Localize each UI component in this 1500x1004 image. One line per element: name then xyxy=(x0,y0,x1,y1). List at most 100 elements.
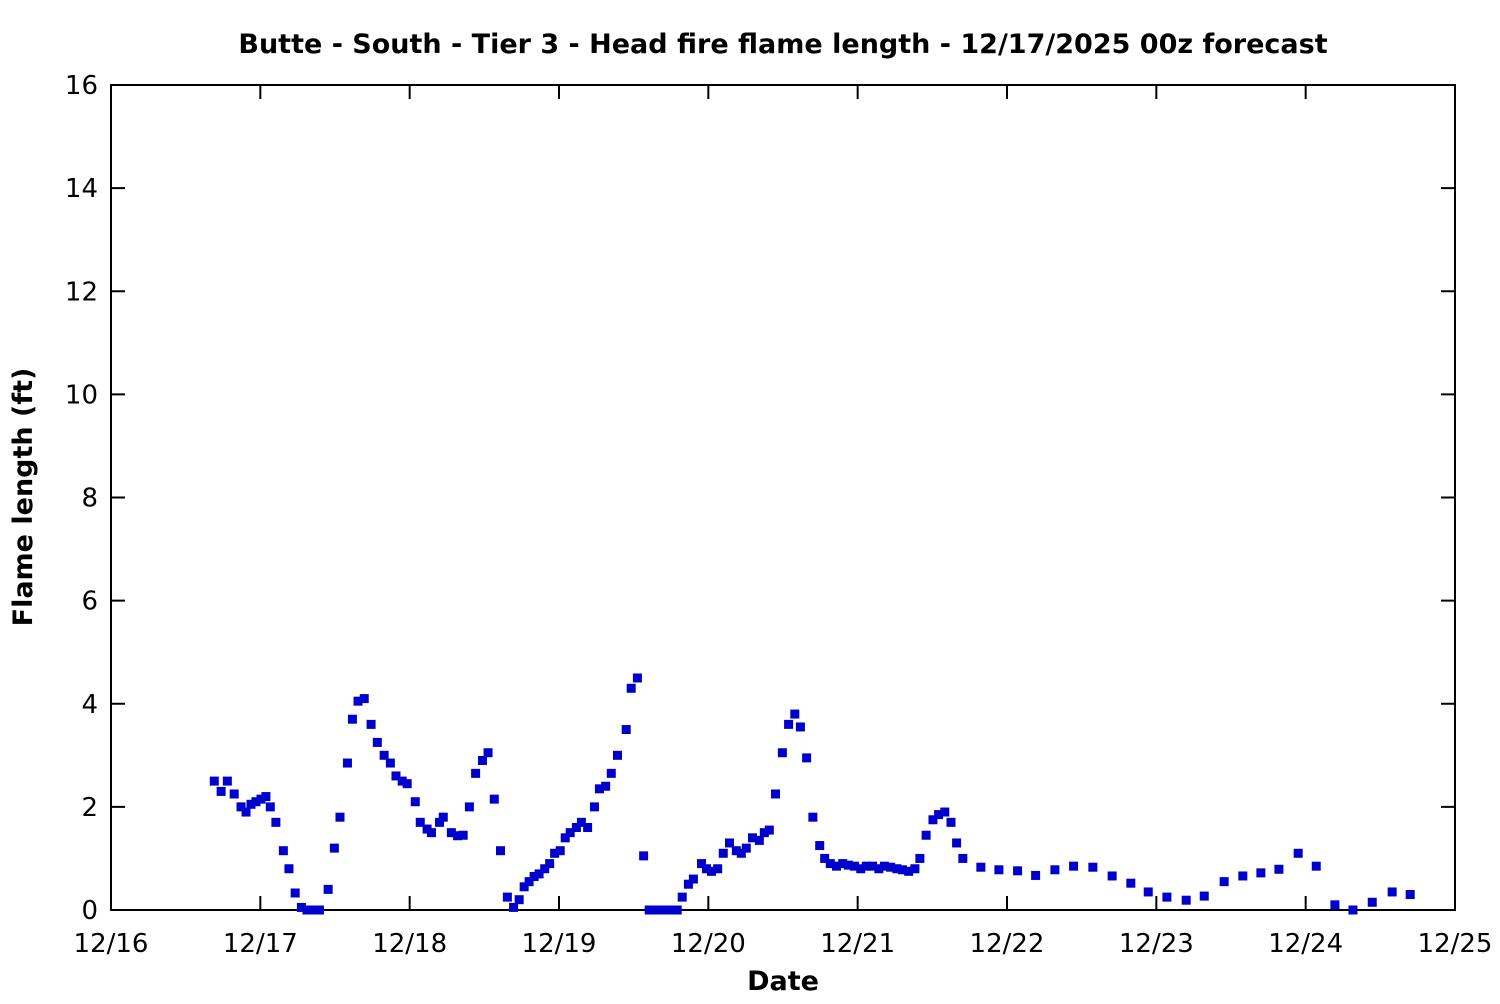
data-point xyxy=(832,861,842,871)
data-point xyxy=(1367,897,1377,907)
data-point xyxy=(1293,848,1303,858)
data-point xyxy=(764,825,774,835)
data-point xyxy=(1107,871,1117,881)
data-point xyxy=(1219,877,1229,887)
data-point xyxy=(278,846,288,856)
x-tick-label: 12/19 xyxy=(522,929,597,959)
x-tick-label: 12/23 xyxy=(1119,929,1194,959)
data-point xyxy=(1126,878,1136,888)
data-point xyxy=(529,871,539,881)
data-point xyxy=(229,789,239,799)
data-point xyxy=(850,861,860,871)
y-tick-label: 8 xyxy=(81,484,98,514)
data-point xyxy=(662,905,672,915)
data-point xyxy=(397,776,407,786)
data-point xyxy=(560,833,570,843)
data-point xyxy=(483,748,493,758)
data-point xyxy=(477,755,487,765)
data-point xyxy=(976,862,986,872)
data-point xyxy=(426,828,436,838)
data-point xyxy=(1088,862,1098,872)
data-point xyxy=(856,864,866,874)
data-point xyxy=(502,892,512,902)
data-point xyxy=(1050,865,1060,875)
data-point xyxy=(688,874,698,884)
y-tick-label: 2 xyxy=(81,793,98,823)
x-tick-label: 12/24 xyxy=(1268,929,1343,959)
data-point xyxy=(928,815,938,825)
data-point xyxy=(565,828,575,838)
data-point xyxy=(555,846,565,856)
data-point xyxy=(1181,895,1191,905)
data-point xyxy=(879,861,889,871)
x-tick-label: 12/18 xyxy=(372,929,447,959)
data-point xyxy=(754,835,764,845)
data-point xyxy=(453,831,463,841)
data-point xyxy=(1162,892,1172,902)
data-point xyxy=(251,797,261,807)
data-point xyxy=(342,758,352,768)
data-point xyxy=(759,828,769,838)
x-tick-label: 12/16 xyxy=(74,929,149,959)
x-tick-label: 12/21 xyxy=(820,929,895,959)
data-point xyxy=(241,807,251,817)
data-point xyxy=(415,817,425,827)
data-point xyxy=(861,861,871,871)
data-point xyxy=(644,905,654,915)
data-point xyxy=(790,709,800,719)
data-point xyxy=(1143,887,1153,897)
data-point xyxy=(265,802,275,812)
x-tick-label: 12/22 xyxy=(970,929,1045,959)
data-point xyxy=(1330,900,1340,910)
data-point xyxy=(366,719,376,729)
data-point xyxy=(706,866,716,876)
data-point xyxy=(795,722,805,732)
data-point xyxy=(216,786,226,796)
data-point xyxy=(1311,861,1321,871)
data-point xyxy=(246,799,256,809)
data-point xyxy=(1274,864,1284,874)
data-point xyxy=(489,794,499,804)
data-point xyxy=(256,794,266,804)
data-point xyxy=(438,812,448,822)
data-point xyxy=(359,694,369,704)
y-axis-label: Flame length (ft) xyxy=(8,368,39,627)
data-point xyxy=(612,750,622,760)
data-point xyxy=(838,859,848,869)
data-point xyxy=(347,714,357,724)
data-point xyxy=(825,859,835,869)
chart-title: Butte - South - Tier 3 - Head fire flame… xyxy=(238,29,1327,60)
data-point xyxy=(261,792,271,802)
data-point xyxy=(1348,905,1358,915)
data-point xyxy=(897,865,907,875)
x-axis-label: Date xyxy=(747,966,819,997)
data-point xyxy=(892,864,902,874)
data-point xyxy=(379,750,389,760)
data-point xyxy=(958,853,968,863)
data-point xyxy=(1387,887,1397,897)
y-tick-label: 6 xyxy=(81,587,98,617)
data-point xyxy=(534,869,544,879)
data-point xyxy=(910,864,920,874)
data-point xyxy=(496,846,506,856)
data-point xyxy=(683,879,693,889)
data-point xyxy=(820,853,830,863)
data-point xyxy=(583,823,593,832)
data-point xyxy=(777,748,787,758)
y-tick-label: 0 xyxy=(81,896,98,926)
y-tick-label: 10 xyxy=(65,380,98,410)
data-point xyxy=(748,833,758,843)
data-point xyxy=(236,802,246,812)
data-point xyxy=(741,843,751,853)
data-point xyxy=(696,859,706,869)
data-point xyxy=(606,768,616,778)
data-point xyxy=(921,830,931,840)
data-point xyxy=(940,807,950,817)
data-point xyxy=(601,781,611,791)
data-point xyxy=(621,725,631,735)
data-point xyxy=(589,802,599,812)
data-point xyxy=(314,905,324,915)
data-point xyxy=(391,771,401,781)
data-point xyxy=(632,673,642,683)
